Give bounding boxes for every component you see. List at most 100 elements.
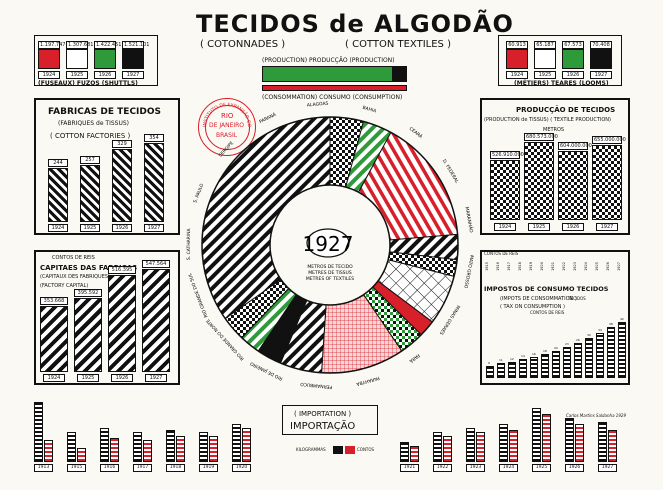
tax-bar <box>618 322 626 378</box>
tax-bar <box>552 351 560 378</box>
factories-en: ( COTTON FACTORIES ) <box>50 132 131 140</box>
production-panel <box>480 98 630 235</box>
import-contos-bar <box>77 448 86 462</box>
value-square <box>506 49 528 69</box>
ring-state-label: PARÁ <box>407 352 421 365</box>
tax-value: 11 <box>499 358 503 363</box>
ring-state-label: SERGIPE <box>218 140 236 158</box>
value-square <box>94 49 116 69</box>
bar-year: 1925 <box>77 374 99 382</box>
import-year: 1923 <box>466 464 485 472</box>
value-square <box>66 49 88 69</box>
production-block <box>558 150 588 220</box>
import-kg-bar <box>166 430 175 462</box>
capital-title: CAPITAES DAS FABRICAS <box>40 264 138 272</box>
tax-panel <box>480 250 630 385</box>
ring-year-oval <box>306 228 350 258</box>
bar-value: 516.395 <box>108 266 136 275</box>
import-contos-bar <box>44 440 53 462</box>
tax-value: 9 <box>488 361 490 365</box>
tax-value: 20 <box>554 346 558 351</box>
import-contos-bar <box>443 436 452 462</box>
import-year: 1926 <box>565 464 584 472</box>
import-contos-bar <box>608 430 617 462</box>
legend-contos-label: CONTOS <box>357 447 375 452</box>
value-label: 1.521.101 <box>122 41 150 49</box>
capital-bar <box>108 275 136 372</box>
factories-panel <box>34 98 180 235</box>
ring-state-label: ALAGOAS <box>307 101 329 109</box>
production-sub: (PRODUCTION de TISSUS) ( TEXTILE PRODUCT… <box>484 117 611 123</box>
value-square <box>534 49 556 69</box>
bar-year: 1927 <box>144 224 164 232</box>
stamp-ring-text: INSTITUTO DE EXPANSÃO COMMERCIAL <box>198 98 252 128</box>
import-kg-bar <box>34 402 43 462</box>
import-contos-bar <box>575 424 584 462</box>
import-kg-bar <box>232 424 241 462</box>
factory-bar <box>80 164 100 222</box>
tax-en: ( TAX ON CONSUMPTION ) <box>500 304 565 310</box>
imports-title: IMPORTAÇÃO <box>290 421 356 432</box>
year-label: 1924 <box>506 71 528 79</box>
ring-outline <box>201 116 459 374</box>
import-kg-bar <box>598 422 607 462</box>
import-contos-bar <box>143 440 152 462</box>
import-kg-bar <box>565 418 574 462</box>
factory-bar <box>144 143 164 222</box>
ring-state-label: D. FEDERAL <box>441 158 460 184</box>
capital-bar <box>74 297 102 372</box>
tax-value: 12 <box>510 357 514 361</box>
year-label: 1925 <box>534 71 556 79</box>
ring-state-label: PARAHYBA <box>355 375 380 387</box>
import-kg-bar <box>532 408 541 462</box>
bar-year: 1927 <box>145 374 167 382</box>
imports-title-box <box>282 405 378 435</box>
value-square <box>590 49 612 69</box>
tax-value: 16 <box>532 351 536 356</box>
import-year: 1916 <box>100 464 119 472</box>
import-contos-bar <box>209 436 218 462</box>
ring-state-label: PARANÁ <box>258 111 278 126</box>
production-block <box>592 145 622 220</box>
spindles-label: (FUSEAUX) FUZOS (SHUTTLS) <box>38 80 138 87</box>
tax-bar <box>541 354 549 378</box>
stamp-text-3: BRASIL <box>216 132 238 139</box>
consumption-bar <box>262 85 407 91</box>
factory-bar <box>48 167 68 222</box>
capital-en: (FACTORY CAPITAL) <box>40 283 89 289</box>
title-french: ( COTONNADES ) <box>200 39 286 50</box>
import-year: 1917 <box>133 464 152 472</box>
bar-year: 1926 <box>112 224 132 232</box>
bar-value: 329 <box>112 139 132 148</box>
value-square <box>38 49 60 69</box>
import-contos-bar <box>476 432 485 462</box>
value-label: 70.408 <box>590 41 612 49</box>
value-square <box>562 49 584 69</box>
tax-note: TECIDOS <box>568 296 586 301</box>
production-bar <box>262 66 407 82</box>
ring-center-1: METROS DE TECIDO <box>307 264 353 270</box>
factory-bar <box>112 148 132 222</box>
tax-bar <box>596 332 604 378</box>
ring-state-label: BAHIA <box>362 105 378 115</box>
import-year: 1925 <box>532 464 551 472</box>
consumption-label: (CONSOMMATION) CONSUMO (CONSUMPTION) <box>262 94 403 101</box>
title-english: ( COTTON TEXTILES ) <box>345 39 451 50</box>
legend-kg-swatch <box>333 446 343 454</box>
bar-year: 1926 <box>562 223 584 231</box>
bar-value: 604.000.000 <box>558 141 592 150</box>
import-contos-bar <box>110 438 119 462</box>
ring-state-label: S. CATHARINA <box>186 227 192 260</box>
tax-bar <box>519 359 527 378</box>
tax-bar <box>486 366 494 378</box>
import-year: 1920 <box>232 464 251 472</box>
import-kg-bar <box>499 424 508 462</box>
tax-value: 14 <box>521 354 525 359</box>
tax-bar <box>585 338 593 378</box>
bar-value: 353.668 <box>40 296 68 305</box>
tax-unit: CONTOS DE REIS <box>484 251 519 256</box>
tax-value: 23 <box>565 342 569 347</box>
import-year: 1918 <box>166 464 185 472</box>
value-label: 65.187 <box>534 41 556 49</box>
